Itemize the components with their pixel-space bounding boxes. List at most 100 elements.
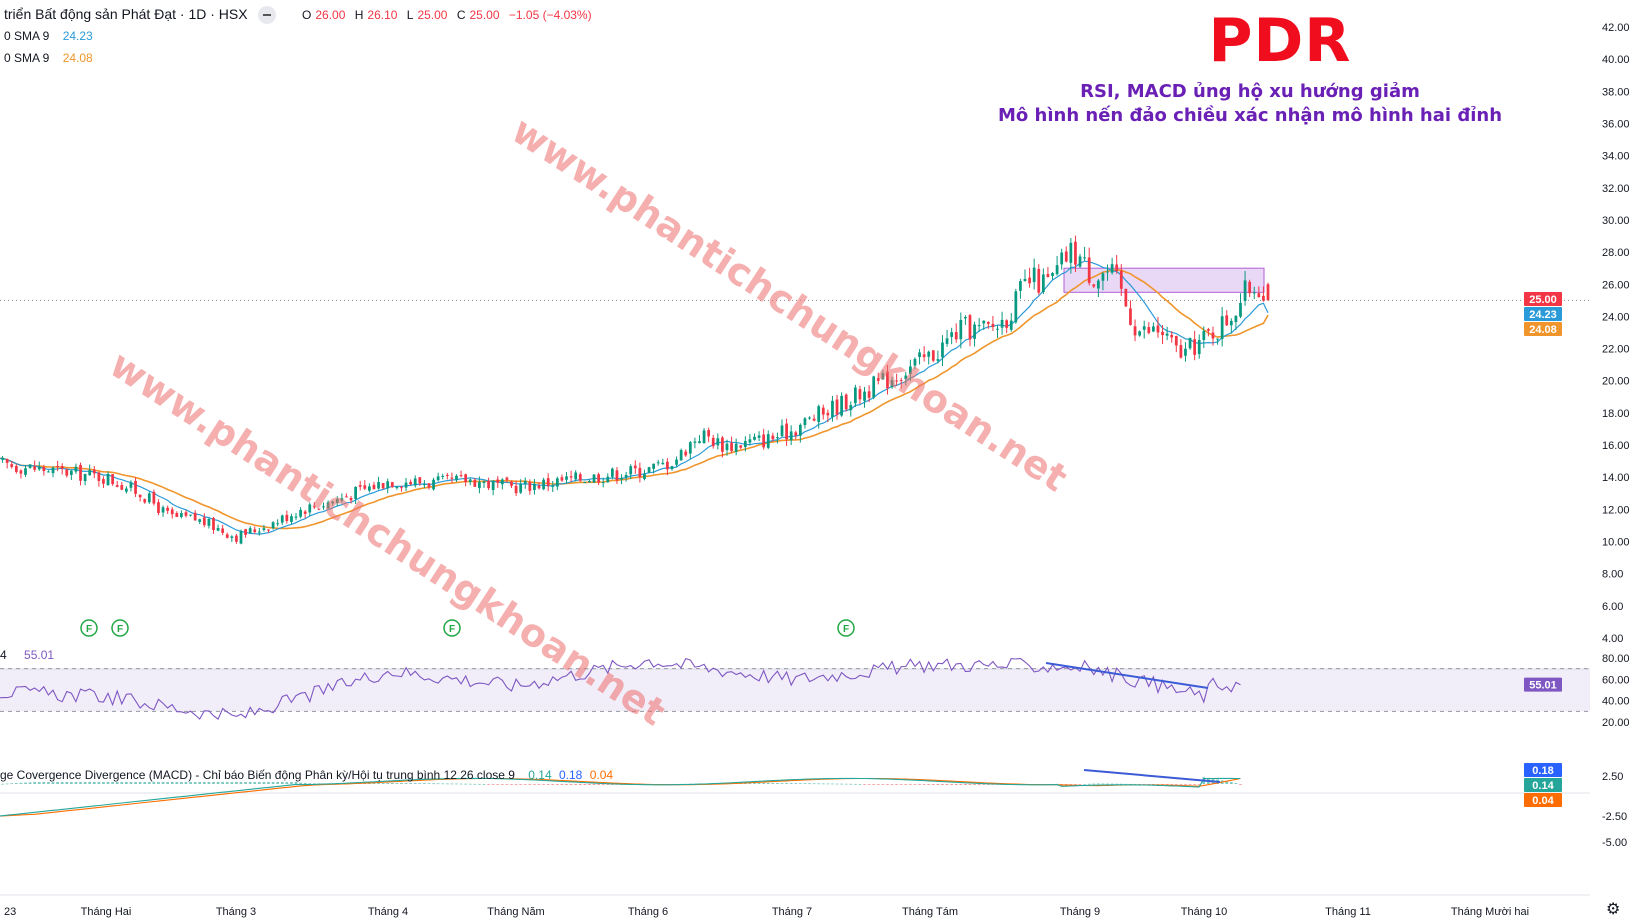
macd-histogram-bar	[523, 784, 527, 785]
candle-body	[762, 434, 766, 448]
macd-histogram-bar	[533, 784, 536, 785]
candle-body	[207, 518, 211, 526]
macd-histogram-bar	[482, 783, 486, 785]
candle-body	[280, 515, 284, 523]
macd-tick-label: -5.00	[1602, 837, 1627, 849]
candle-body	[588, 480, 591, 483]
macd-histogram-bar	[1156, 784, 1160, 785]
candle-body	[1207, 329, 1210, 331]
macd-histogram-bar	[1115, 783, 1119, 785]
macd-histogram-bar	[606, 784, 610, 785]
candle-body	[794, 432, 798, 436]
legend-sma-slow[interactable]: 0 SMA 9 24.08	[4, 51, 97, 65]
macd-legend-text: ge Covergence Divergence (MACD) - Chỉ bá…	[0, 768, 515, 782]
candle-body	[60, 466, 64, 469]
sma-fast-label: 0 SMA 9	[4, 29, 50, 43]
macd-histogram-bar	[500, 784, 504, 785]
macd-histogram-bar	[473, 783, 477, 785]
candle-body	[1092, 284, 1096, 287]
ohlc-low-key: L	[406, 8, 414, 22]
macd-histogram-bar	[308, 783, 312, 784]
macd-histogram-bar	[899, 784, 903, 785]
macd-histogram-bar	[69, 782, 73, 784]
candle-body	[844, 394, 848, 410]
macd-tag: 0.04	[1532, 795, 1554, 807]
macd-histogram-bar	[271, 782, 275, 784]
candle-body	[432, 479, 435, 490]
candle-body	[1220, 316, 1224, 340]
macd-histogram-bar	[895, 784, 899, 785]
macd-histogram-bar	[129, 782, 133, 784]
macd-histogram-bar	[37, 782, 41, 784]
macd-histogram-bar	[1064, 784, 1068, 786]
candle-body	[551, 485, 555, 487]
candle-body	[510, 481, 513, 486]
candle-body	[56, 465, 59, 467]
candle-body	[1165, 333, 1169, 336]
candle-body	[964, 317, 967, 319]
price-axis[interactable]: 42.00 40.00 38.00 36.00 34.00 32.00 30.00 28.00…	[1524, 22, 1630, 849]
macd-histogram-bar	[487, 784, 490, 785]
candle-body	[629, 466, 633, 475]
price-tick-label: 24.00	[1602, 311, 1630, 323]
candle-body	[1248, 281, 1252, 294]
price-tick-label: 42.00	[1602, 22, 1630, 34]
macd-histogram-bar	[423, 783, 426, 784]
hide-legend-button[interactable]	[258, 6, 276, 24]
macd-histogram-bar	[560, 784, 564, 785]
candle-body	[748, 439, 752, 443]
macd-histogram-bar	[138, 782, 142, 784]
candle-body	[1252, 292, 1256, 294]
macd-line	[0, 777, 1241, 817]
candle-body	[1028, 277, 1031, 284]
macd-histogram-bar	[65, 782, 69, 784]
candle-body	[340, 498, 344, 501]
candle-body	[977, 325, 981, 327]
candle-body	[198, 519, 202, 522]
candle-body	[455, 475, 458, 481]
macd-histogram-bar	[60, 782, 64, 784]
sma-slow-label: 0 SMA 9	[4, 51, 50, 65]
macd-tick-label: -2.50	[1602, 811, 1627, 823]
candle-body	[656, 462, 660, 464]
candle-body	[776, 437, 779, 439]
month-label: 23	[4, 906, 16, 918]
month-label: Tháng Hai	[81, 906, 132, 918]
rsi-legend[interactable]: 4 55.01	[0, 648, 58, 662]
candle-body	[1023, 279, 1027, 282]
event-marker-label: F	[843, 624, 849, 635]
month-label: Tháng Mười hai	[1451, 906, 1529, 918]
macd-histogram-bar	[294, 782, 298, 784]
legend-sma-fast[interactable]: 0 SMA 9 24.23	[4, 29, 97, 43]
month-label: Tháng 11	[1325, 906, 1371, 918]
rsi-tick-label: 20.00	[1602, 717, 1630, 729]
macd-histogram-bar	[881, 784, 885, 785]
candle-body	[652, 463, 656, 469]
candle-body	[1184, 348, 1187, 356]
candle-body	[808, 417, 811, 419]
candle-body	[14, 466, 18, 472]
candle-body	[1106, 271, 1109, 273]
candle-body	[358, 485, 362, 487]
candle-body	[519, 484, 523, 493]
price-tag: 25.00	[1529, 294, 1557, 306]
candle-body	[743, 440, 747, 448]
macd-histogram-bar	[918, 784, 921, 785]
candle-body	[565, 476, 568, 480]
macd-histogram-bar	[468, 783, 472, 785]
macd-histogram-bar	[134, 782, 137, 784]
price-tick-label: 28.00	[1602, 247, 1630, 259]
month-label: Tháng 6	[628, 906, 668, 918]
candle-body	[491, 480, 495, 491]
candle-body	[734, 443, 738, 452]
time-axis[interactable]: 23 Tháng Hai Tháng 3 Tháng 4 Tháng Năm Tháng …	[4, 906, 1529, 918]
settings-gear-icon[interactable]: ⚙	[1606, 899, 1621, 918]
candle-body	[1032, 267, 1036, 283]
macd-legend[interactable]: ge Covergence Divergence (MACD) - Chỉ bá…	[0, 768, 617, 782]
ohlc-open: 26.00	[315, 8, 346, 22]
macd-histogram-bar	[436, 783, 440, 785]
candle-body	[886, 371, 889, 389]
macd-histogram-bar	[1119, 783, 1123, 785]
macd-histogram-bar	[831, 783, 834, 785]
